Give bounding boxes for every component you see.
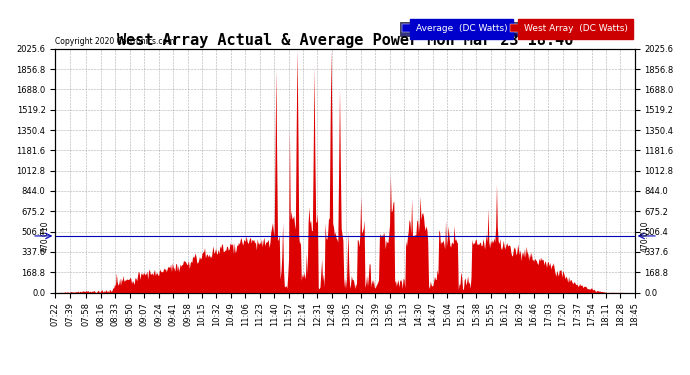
Text: Copyright 2020 Cartronics.com: Copyright 2020 Cartronics.com [55,38,175,46]
Text: 470.010: 470.010 [41,220,50,252]
Title: West Array Actual & Average Power Mon Mar 23 18:46: West Array Actual & Average Power Mon Ma… [117,33,573,48]
Legend: Average  (DC Watts), West Array  (DC Watts): Average (DC Watts), West Array (DC Watts… [400,22,630,36]
Text: 470.010: 470.010 [640,220,649,252]
